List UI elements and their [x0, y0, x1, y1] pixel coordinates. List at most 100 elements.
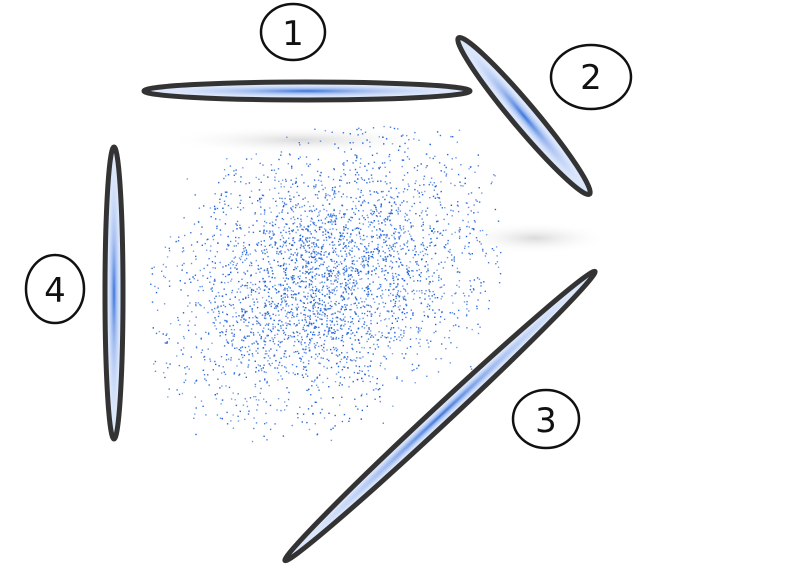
cloud-point [343, 298, 345, 300]
cloud-point [278, 320, 280, 322]
cloud-point [369, 381, 371, 383]
cloud-point [448, 337, 450, 339]
cloud-point [269, 364, 272, 367]
cloud-point [181, 251, 184, 253]
cloud-point [246, 405, 249, 408]
cloud-point [295, 180, 297, 183]
cloud-point [353, 371, 356, 374]
cloud-point [351, 293, 353, 296]
cloud-point [426, 339, 428, 341]
cloud-point [252, 317, 254, 319]
cloud-point [307, 201, 309, 203]
cloud-point [372, 167, 374, 170]
cloud-point [366, 310, 369, 312]
cloud-point [284, 241, 287, 244]
cloud-point [392, 245, 394, 247]
cloud-point [247, 325, 249, 327]
cloud-point [345, 289, 347, 291]
cloud-point [339, 376, 342, 378]
cloud-point [309, 163, 311, 165]
cloud-point [379, 229, 382, 231]
cloud-point [367, 202, 370, 204]
cloud-point [419, 201, 421, 204]
cloud-point [208, 332, 210, 334]
cloud-point [232, 304, 234, 306]
cloud-point [343, 226, 345, 228]
cloud-point [246, 310, 248, 313]
cloud-point [324, 233, 327, 235]
cloud-point [370, 174, 373, 176]
cloud-point [265, 304, 267, 306]
cloud-point [324, 304, 327, 306]
cloud-point [357, 315, 359, 317]
cloud-point [392, 299, 395, 301]
cloud-point [451, 264, 454, 267]
cloud-point [376, 339, 378, 341]
cloud-point [193, 417, 195, 419]
cloud-point [468, 310, 470, 312]
cloud-point [476, 277, 479, 279]
cloud-point [424, 298, 426, 300]
cloud-point [401, 380, 403, 382]
cloud-point [389, 292, 392, 295]
cloud-point [241, 278, 243, 280]
cloud-point [452, 325, 455, 327]
cloud-point [399, 145, 401, 147]
cloud-point [465, 315, 468, 317]
cloud-point [361, 178, 363, 181]
cloud-point [275, 292, 278, 294]
cloud-point [346, 239, 348, 241]
cloud-point [470, 285, 472, 287]
cloud-point [429, 143, 431, 146]
cloud-point [264, 324, 267, 327]
cloud-point [220, 372, 223, 374]
cloud-point [390, 328, 392, 331]
cloud-point [308, 347, 310, 349]
cloud-point [169, 236, 172, 238]
cloud-point [430, 238, 432, 240]
cloud-point [207, 311, 209, 314]
cloud-point [323, 350, 325, 352]
cloud-point [274, 277, 276, 279]
cloud-point [314, 186, 317, 188]
cloud-point [207, 333, 210, 335]
cloud-point [282, 237, 285, 239]
cloud-point [360, 228, 362, 231]
cloud-point [320, 253, 322, 256]
cloud-point [328, 286, 330, 289]
cloud-point [164, 246, 167, 248]
cloud-point [313, 185, 315, 187]
cloud-point [313, 296, 315, 299]
cloud-point [305, 280, 307, 283]
cloud-point [388, 237, 390, 240]
cloud-point [343, 260, 346, 262]
cloud-point [269, 303, 271, 306]
cloud-point [246, 351, 249, 353]
cloud-point [454, 231, 456, 234]
cloud-point [409, 222, 412, 224]
cloud-point [346, 160, 348, 162]
cloud-point [348, 297, 350, 299]
cloud-point [276, 252, 278, 255]
cloud-point [455, 324, 457, 326]
cloud-point [331, 258, 333, 261]
cloud-point [363, 255, 365, 258]
cloud-point [466, 327, 468, 329]
cloud-point [484, 290, 486, 292]
cloud-point [278, 251, 281, 253]
cloud-point [350, 148, 352, 150]
cloud-point [281, 340, 283, 343]
cloud-point [443, 284, 445, 286]
cloud-point [384, 224, 387, 226]
cloud-point [324, 275, 326, 277]
cloud-point [384, 302, 387, 305]
cloud-point [203, 356, 205, 358]
cloud-point [244, 297, 247, 300]
cloud-point [308, 428, 311, 431]
cloud-point [311, 271, 314, 273]
cloud-point [435, 330, 437, 333]
cloud-point [366, 405, 368, 407]
cloud-point [456, 317, 459, 319]
cloud-point [361, 377, 363, 380]
cloud-point [327, 176, 330, 178]
